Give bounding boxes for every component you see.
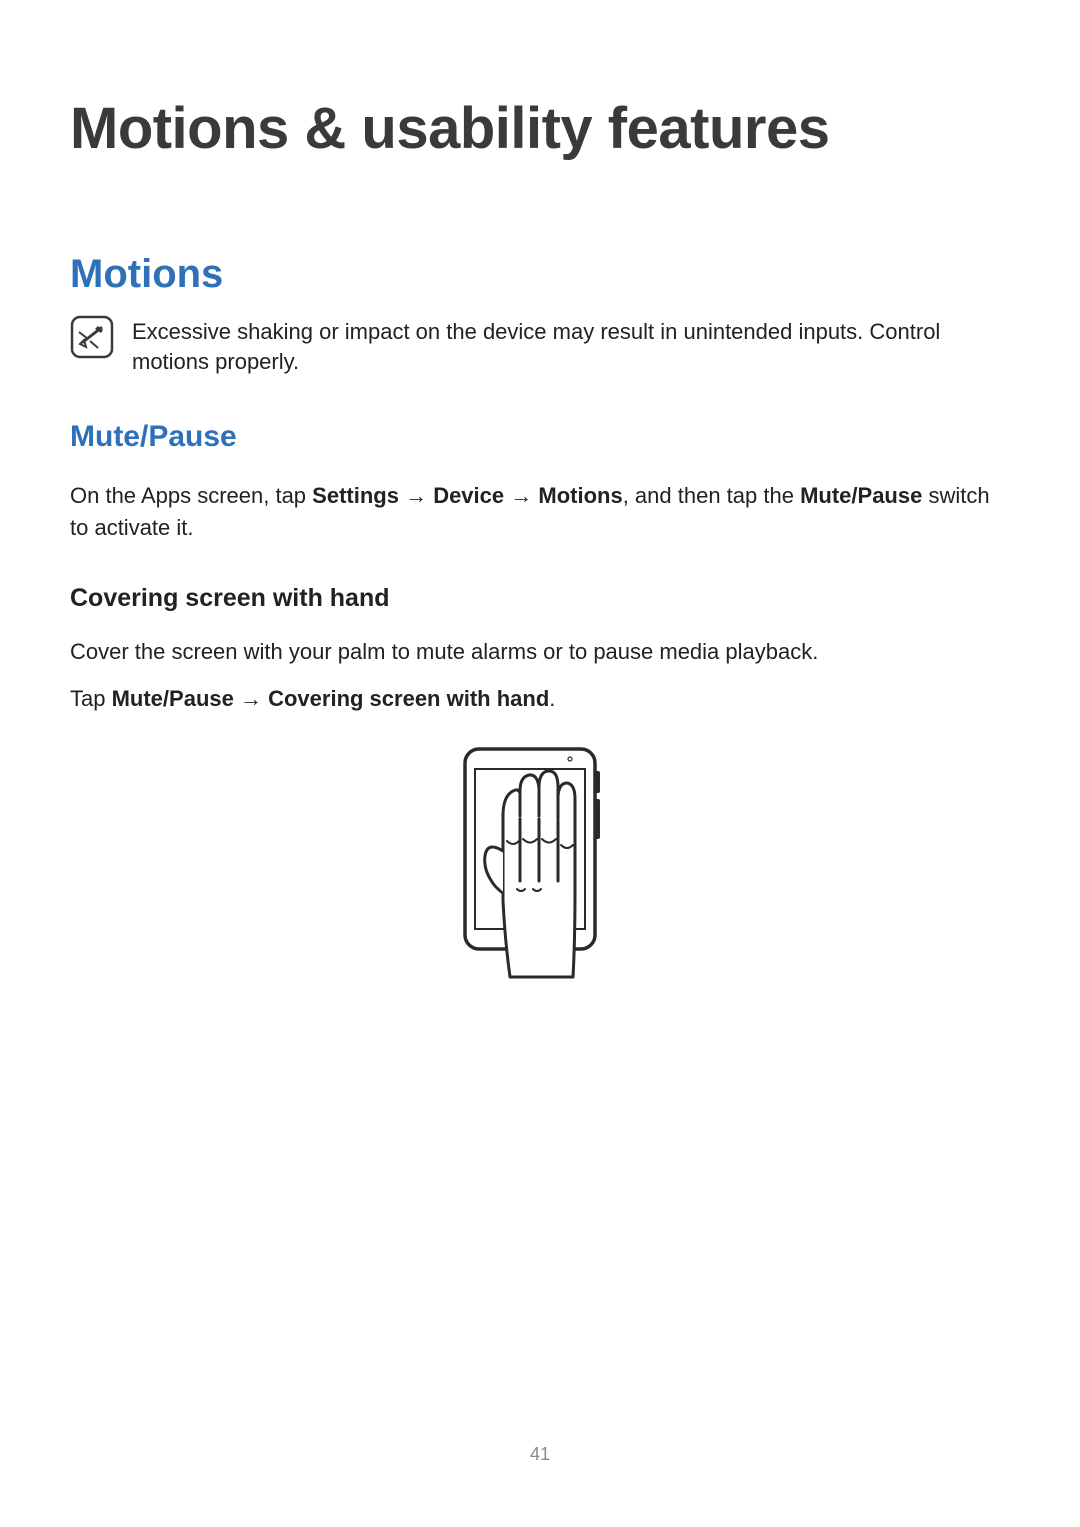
subsubsection-title-covering: Covering screen with hand — [70, 584, 1010, 613]
text-fragment: . — [549, 686, 555, 711]
text-fragment-mutepause: Mute/Pause — [800, 483, 922, 508]
arrow-icon: → — [504, 483, 538, 508]
text-fragment: On the Apps screen, tap — [70, 483, 312, 508]
page-title: Motions & usability features — [70, 95, 1010, 162]
text-fragment: Tap — [70, 686, 112, 711]
page-content: Motions & usability features Motions Exc… — [0, 0, 1080, 981]
arrow-icon: → — [234, 686, 268, 711]
subsection-title-mutepause: Mute/Pause — [70, 420, 1010, 454]
page-number: 41 — [0, 1444, 1080, 1465]
text-fragment-settings: Settings — [312, 483, 399, 508]
text-fragment: , and then tap the — [623, 483, 800, 508]
arrow-icon: → — [399, 483, 433, 508]
mutepause-instruction: On the Apps screen, tap Settings → Devic… — [70, 480, 1010, 544]
note-box: Excessive shaking or impact on the devic… — [70, 315, 1010, 376]
text-fragment-csh: Covering screen with hand — [268, 686, 549, 711]
text-fragment-mp: Mute/Pause — [112, 686, 234, 711]
hand-on-tablet-illustration — [70, 741, 1010, 981]
note-text: Excessive shaking or impact on the devic… — [132, 315, 1010, 376]
covering-description: Cover the screen with your palm to mute … — [70, 635, 1010, 668]
covering-instruction: Tap Mute/Pause → Covering screen with ha… — [70, 682, 1010, 715]
note-icon — [70, 315, 114, 359]
text-fragment-motions: Motions — [538, 483, 622, 508]
text-fragment-device: Device — [433, 483, 504, 508]
section-title-motions: Motions — [70, 252, 1010, 297]
